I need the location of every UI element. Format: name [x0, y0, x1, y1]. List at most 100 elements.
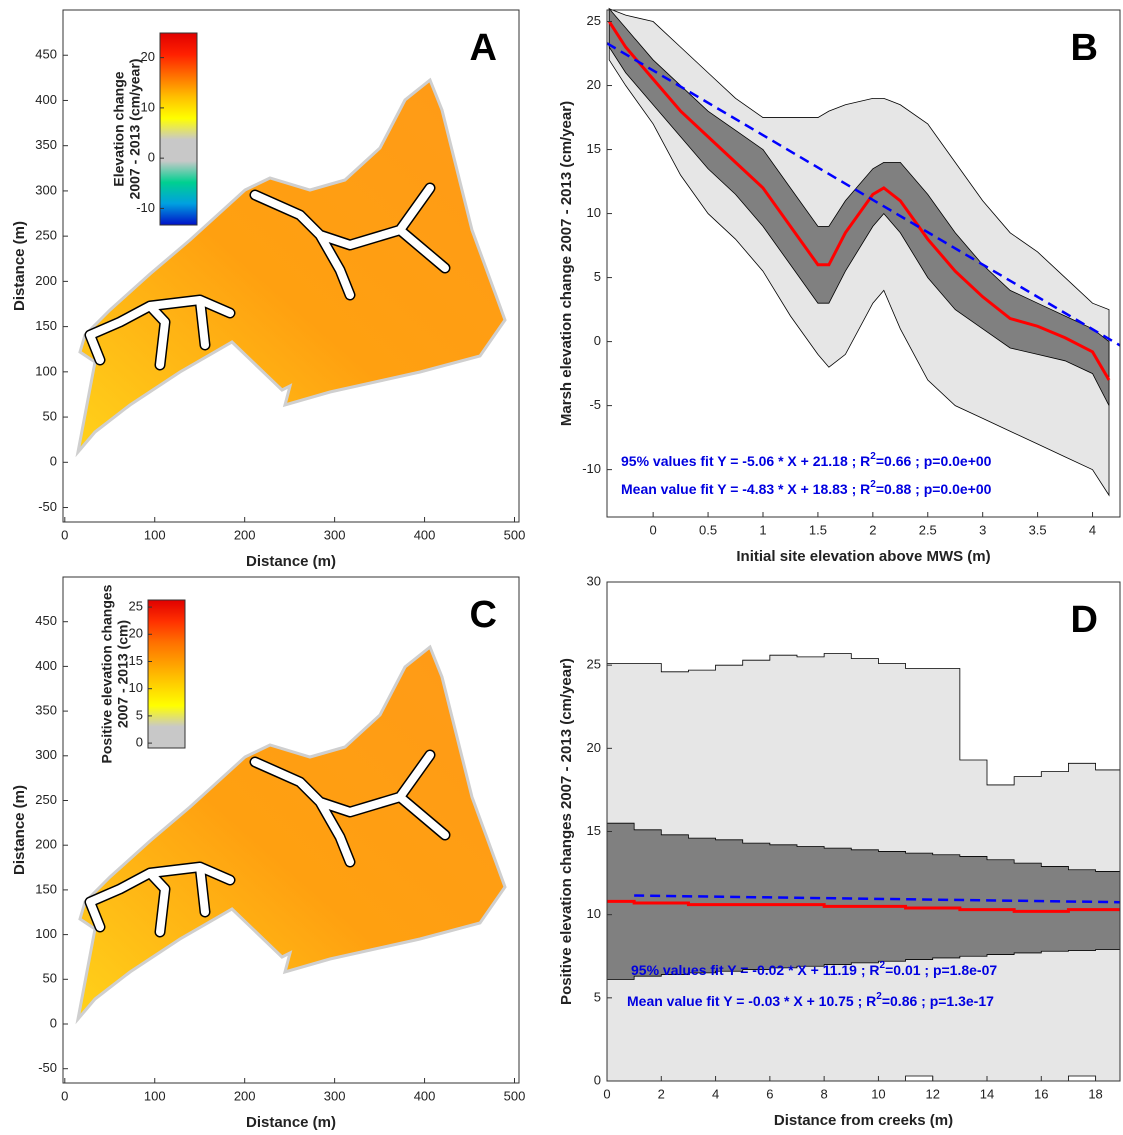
x-tick-label: 0: [61, 1088, 68, 1103]
panel-label: B: [1071, 27, 1098, 69]
y-tick-label: 5: [594, 269, 601, 284]
x-tick-label: 4: [712, 1086, 719, 1101]
y-tick-label: -50: [38, 499, 57, 514]
x-tick-label: 1.5: [809, 522, 827, 537]
y-tick-label: 150: [35, 318, 57, 333]
y-tick-label: 10: [587, 205, 601, 220]
annotation-part: =0.01 ; p=1.8e-07: [885, 962, 997, 978]
y-tick-label: 300: [35, 182, 57, 197]
mean-line: [607, 899, 1120, 913]
panel-label: D: [1071, 599, 1098, 641]
annotation-part: 95% values fit Y = -0.02 * X + 11.19 ; R: [631, 962, 880, 978]
y-tick-label: 50: [43, 409, 57, 424]
x-tick-label: 100: [144, 527, 166, 542]
y-tick-label: 30: [587, 573, 601, 588]
x-tick-label: 200: [234, 527, 256, 542]
x-tick-label: 1: [759, 522, 766, 537]
colorbar-tick-label: 5: [136, 707, 143, 722]
x-tick-label: 400: [414, 527, 436, 542]
x-tick-label: 100: [144, 1088, 166, 1103]
y-tick-label: 0: [594, 333, 601, 348]
y-tick-label: 10: [587, 906, 601, 921]
y-tick-label: 250: [35, 228, 57, 243]
y-tick-label: 0: [50, 454, 57, 469]
x-tick-label: 400: [414, 1088, 436, 1103]
y-tick-label: 200: [35, 273, 57, 288]
y-tick-label: 450: [35, 613, 57, 628]
x-axis-label: Distance (m): [246, 553, 336, 570]
x-tick-label: 2: [658, 1086, 665, 1101]
y-tick-label: 20: [587, 77, 601, 92]
colorbar-tick-label: 0: [136, 735, 143, 750]
x-tick-label: 4: [1089, 522, 1096, 537]
annotation-part: 2: [870, 451, 876, 462]
y-tick-label: -10: [582, 461, 601, 476]
colorbar: [159, 32, 198, 226]
x-tick-label: 500: [504, 1088, 526, 1103]
y-tick-label: 400: [35, 658, 57, 673]
y-tick-label: 15: [587, 141, 601, 156]
x-tick-label: 0: [650, 522, 657, 537]
y-tick-label: 300: [35, 747, 57, 762]
y-tick-label: 20: [587, 740, 601, 755]
colorbar-tick-label: 20: [129, 626, 143, 641]
annotation-part: =0.88 ; p=0.0e+00: [876, 481, 992, 497]
annotation-part: Mean value fit Y = -4.83 * X + 18.83 ; R: [621, 481, 870, 497]
y-tick-label: -5: [589, 397, 601, 412]
fit-line: [606, 42, 1121, 347]
colorbar-tick-label: 0: [148, 150, 155, 165]
colorbar-tick-label: 15: [129, 653, 143, 668]
colorbar: [147, 599, 186, 749]
fit-annotation: Mean value fit Y = -4.83 * X + 18.83 ; R…: [621, 479, 992, 497]
y-tick-label: 25: [587, 657, 601, 672]
axes-box: [62, 576, 520, 1084]
x-tick-label: 2: [869, 522, 876, 537]
axes-box: [62, 9, 520, 523]
x-tick-label: 18: [1088, 1086, 1102, 1101]
panel-label: C: [470, 594, 497, 636]
y-tick-label: 200: [35, 837, 57, 852]
x-tick-label: 6: [766, 1086, 773, 1101]
x-tick-label: 300: [324, 527, 346, 542]
colorbar-tick-label: 10: [141, 99, 155, 114]
colorbar-tick-label: 10: [129, 680, 143, 695]
x-tick-label: 12: [925, 1086, 939, 1101]
fit-line: [634, 894, 1121, 904]
colorbar-label: 2007 - 2013 (cm): [115, 620, 131, 728]
x-axis-label: Distance from creeks (m): [774, 1112, 953, 1129]
y-tick-label: 450: [35, 47, 57, 62]
x-tick-label: 0: [61, 527, 68, 542]
colorbar-label: Elevation change: [111, 71, 127, 186]
annotation-part: 2: [876, 991, 882, 1002]
x-tick-label: 200: [234, 1088, 256, 1103]
y-tick-label: 150: [35, 881, 57, 896]
annotation-part: Mean value fit Y = -0.03 * X + 10.75 ; R: [627, 993, 876, 1009]
y-axis-label: Distance (m): [11, 221, 28, 311]
fit-annotation: 95% values fit Y = -5.06 * X + 21.18 ; R…: [621, 451, 992, 469]
x-tick-label: 2.5: [919, 522, 937, 537]
x-tick-label: 14: [980, 1086, 994, 1101]
annotation-part: 2: [880, 960, 886, 971]
y-tick-label: 350: [35, 137, 57, 152]
annotation-part: =0.66 ; p=0.0e+00: [876, 453, 992, 469]
colorbar-tick-label: -10: [136, 200, 155, 215]
axes-box: [606, 9, 1121, 518]
band: [608, 7, 1110, 406]
x-tick-label: 10: [871, 1086, 885, 1101]
y-axis-label: Positive elevation changes 2007 - 2013 (…: [558, 658, 575, 1005]
annotation-part: 95% values fit Y = -5.06 * X + 21.18 ; R: [621, 453, 870, 469]
x-tick-label: 3: [979, 522, 986, 537]
annotation-part: 2: [870, 479, 876, 490]
y-tick-label: 50: [43, 971, 57, 986]
x-tick-label: 300: [324, 1088, 346, 1103]
colorbar-label: 2007 - 2013 (cm/year): [127, 59, 143, 200]
y-axis-label: Distance (m): [11, 785, 28, 875]
y-tick-label: -50: [38, 1060, 57, 1075]
colorbar-tick-label: 25: [129, 599, 143, 614]
y-tick-label: 400: [35, 92, 57, 107]
fit-annotation: 95% values fit Y = -0.02 * X + 11.19 ; R…: [631, 960, 997, 978]
y-tick-label: 15: [587, 823, 601, 838]
x-tick-label: 16: [1034, 1086, 1048, 1101]
y-tick-label: 0: [594, 1072, 601, 1087]
y-axis-label: Marsh elevation change 2007 - 2013 (cm/y…: [558, 101, 575, 426]
